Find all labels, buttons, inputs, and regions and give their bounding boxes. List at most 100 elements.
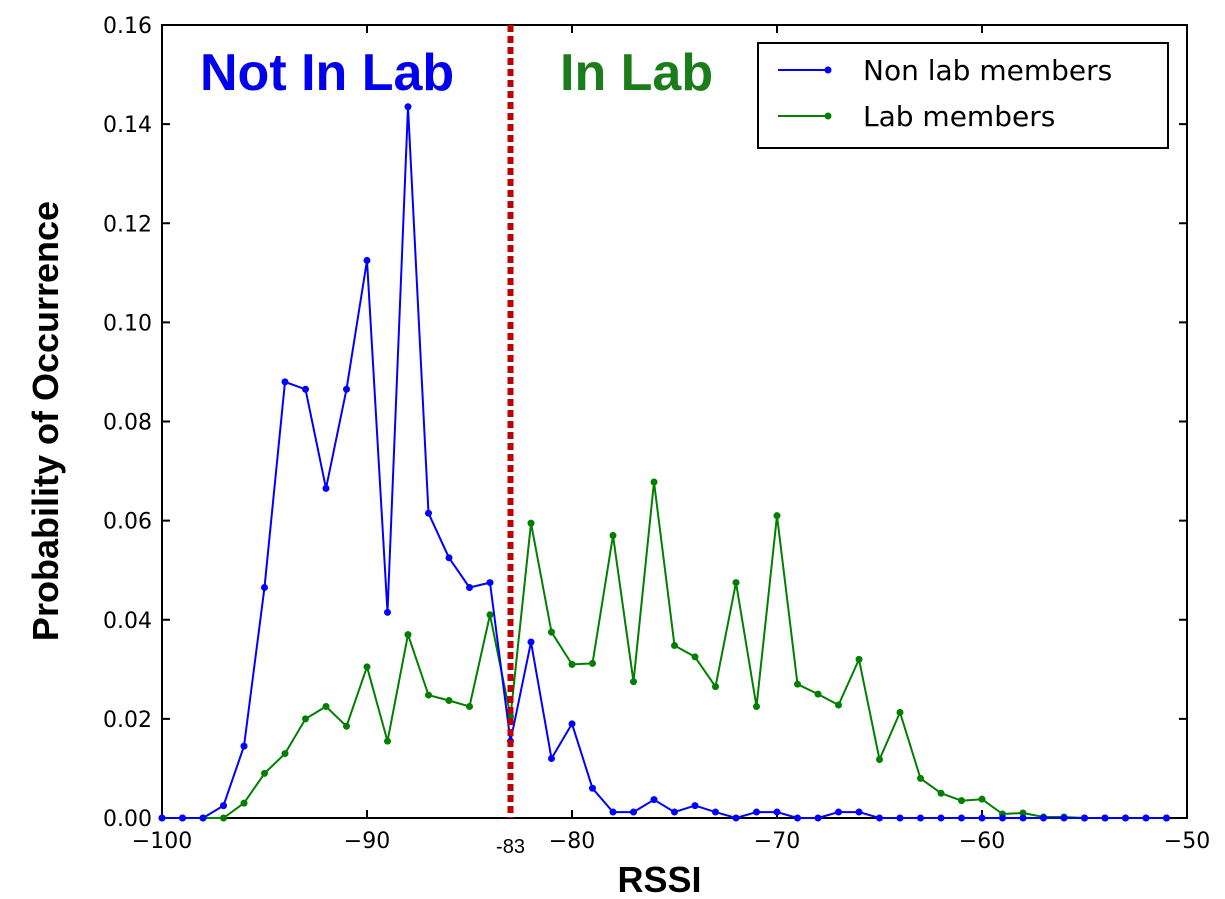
data-point-lab	[384, 737, 391, 745]
y-tick-label: 0.00	[103, 807, 152, 832]
data-point-non-lab	[773, 808, 781, 816]
data-point-lab	[261, 769, 268, 777]
data-point-non-lab	[1019, 814, 1027, 822]
data-point-non-lab	[322, 484, 330, 492]
data-point-non-lab	[220, 802, 227, 810]
y-axis-label: Probability of Occurrence	[25, 201, 66, 641]
x-tick-label: −100	[132, 829, 192, 854]
data-point-lab	[896, 708, 904, 716]
data-point-non-lab	[158, 814, 166, 822]
data-point-non-lab	[589, 784, 596, 792]
data-point-lab	[425, 691, 432, 699]
data-point-non-lab	[712, 808, 719, 816]
data-point-non-lab	[1101, 814, 1109, 822]
data-point-lab	[978, 795, 986, 803]
data-point-lab	[712, 683, 719, 691]
data-point-lab	[814, 690, 822, 698]
data-point-lab	[466, 702, 473, 710]
data-point-non-lab	[630, 808, 637, 816]
data-point-non-lab	[199, 814, 207, 822]
y-tick-label: 0.08	[103, 411, 152, 436]
data-point-non-lab	[671, 808, 678, 816]
data-point-lab	[527, 519, 535, 527]
data-point-lab	[1019, 809, 1027, 817]
data-point-lab	[732, 579, 740, 587]
legend-marker-non-lab	[824, 66, 832, 74]
data-point-non-lab	[527, 638, 535, 646]
x-axis-label: RSSI	[617, 859, 701, 899]
y-tick-label: 0.04	[103, 609, 152, 634]
data-point-lab	[589, 659, 596, 667]
data-point-non-lab	[958, 814, 965, 822]
data-point-lab	[937, 789, 945, 797]
y-tick-label: 0.06	[103, 510, 152, 535]
data-point-lab	[548, 628, 555, 636]
data-point-lab	[609, 531, 617, 539]
data-point-lab	[630, 678, 637, 686]
data-point-non-lab	[425, 509, 432, 517]
data-point-lab	[650, 478, 658, 486]
annotation-not-in-lab: Not In Lab	[200, 44, 454, 102]
y-tick-label: 0.12	[103, 212, 152, 237]
data-point-lab	[363, 663, 371, 671]
legend-label-lab: Lab members	[863, 100, 1055, 133]
data-point-non-lab	[999, 814, 1006, 822]
data-point-non-lab	[281, 378, 289, 386]
data-point-lab	[486, 611, 494, 619]
axis-ticks: −100 −90 −80 −70 −60 −50 0.00 0.02 0.04 0.06 0.08 0…	[103, 14, 1210, 854]
data-point-non-lab	[548, 755, 555, 763]
data-point-lab	[773, 512, 781, 520]
data-point-non-lab	[1040, 814, 1047, 822]
data-point-non-lab	[486, 579, 494, 587]
data-point-non-lab	[1081, 814, 1088, 822]
data-point-non-lab	[937, 814, 945, 822]
data-point-non-lab	[568, 720, 576, 728]
data-point-non-lab	[179, 814, 186, 822]
data-point-non-lab	[978, 814, 986, 822]
data-point-lab	[343, 722, 350, 730]
data-point-non-lab	[896, 814, 904, 822]
x-tick-label: −80	[549, 829, 595, 854]
x-tick-label: −70	[754, 829, 800, 854]
data-point-lab	[671, 642, 678, 650]
data-point-lab	[691, 653, 699, 661]
data-point-non-lab	[1060, 814, 1068, 822]
legend-box	[757, 42, 1169, 149]
data-point-lab	[240, 799, 248, 807]
data-point-lab	[281, 750, 289, 758]
data-point-lab	[302, 715, 309, 723]
data-point-non-lab	[691, 802, 699, 810]
data-point-non-lab	[609, 808, 617, 816]
data-point-non-lab	[876, 814, 883, 822]
y-tick-label: 0.14	[103, 113, 152, 138]
x-tick-label: −90	[344, 829, 390, 854]
data-point-lab	[445, 697, 453, 705]
data-point-lab	[876, 756, 883, 764]
legend: Non lab members Lab members	[757, 42, 1169, 149]
x-tick-label: −60	[959, 829, 1005, 854]
series-layer	[158, 103, 1170, 822]
legend-marker-lab	[824, 112, 832, 120]
data-point-non-lab	[855, 808, 863, 816]
data-point-lab	[958, 797, 965, 805]
data-point-non-lab	[302, 385, 309, 393]
data-point-lab	[835, 701, 842, 709]
y-tick-label: 0.02	[103, 708, 152, 733]
data-point-lab	[855, 655, 863, 663]
data-point-non-lab	[1122, 814, 1129, 822]
data-point-non-lab	[753, 808, 760, 816]
data-point-non-lab	[343, 385, 350, 393]
data-point-non-lab	[732, 814, 740, 822]
data-point-lab	[917, 774, 924, 782]
data-point-lab	[404, 631, 412, 639]
data-point-non-lab	[240, 742, 248, 750]
y-tick-label: 0.16	[103, 14, 152, 39]
data-point-non-lab	[1142, 814, 1150, 822]
threshold-label: -83	[496, 836, 525, 858]
data-point-non-lab	[466, 584, 473, 592]
data-point-lab	[568, 660, 576, 668]
series-line-lab	[162, 481, 1167, 819]
data-point-lab	[220, 814, 227, 822]
data-point-non-lab	[794, 814, 801, 822]
